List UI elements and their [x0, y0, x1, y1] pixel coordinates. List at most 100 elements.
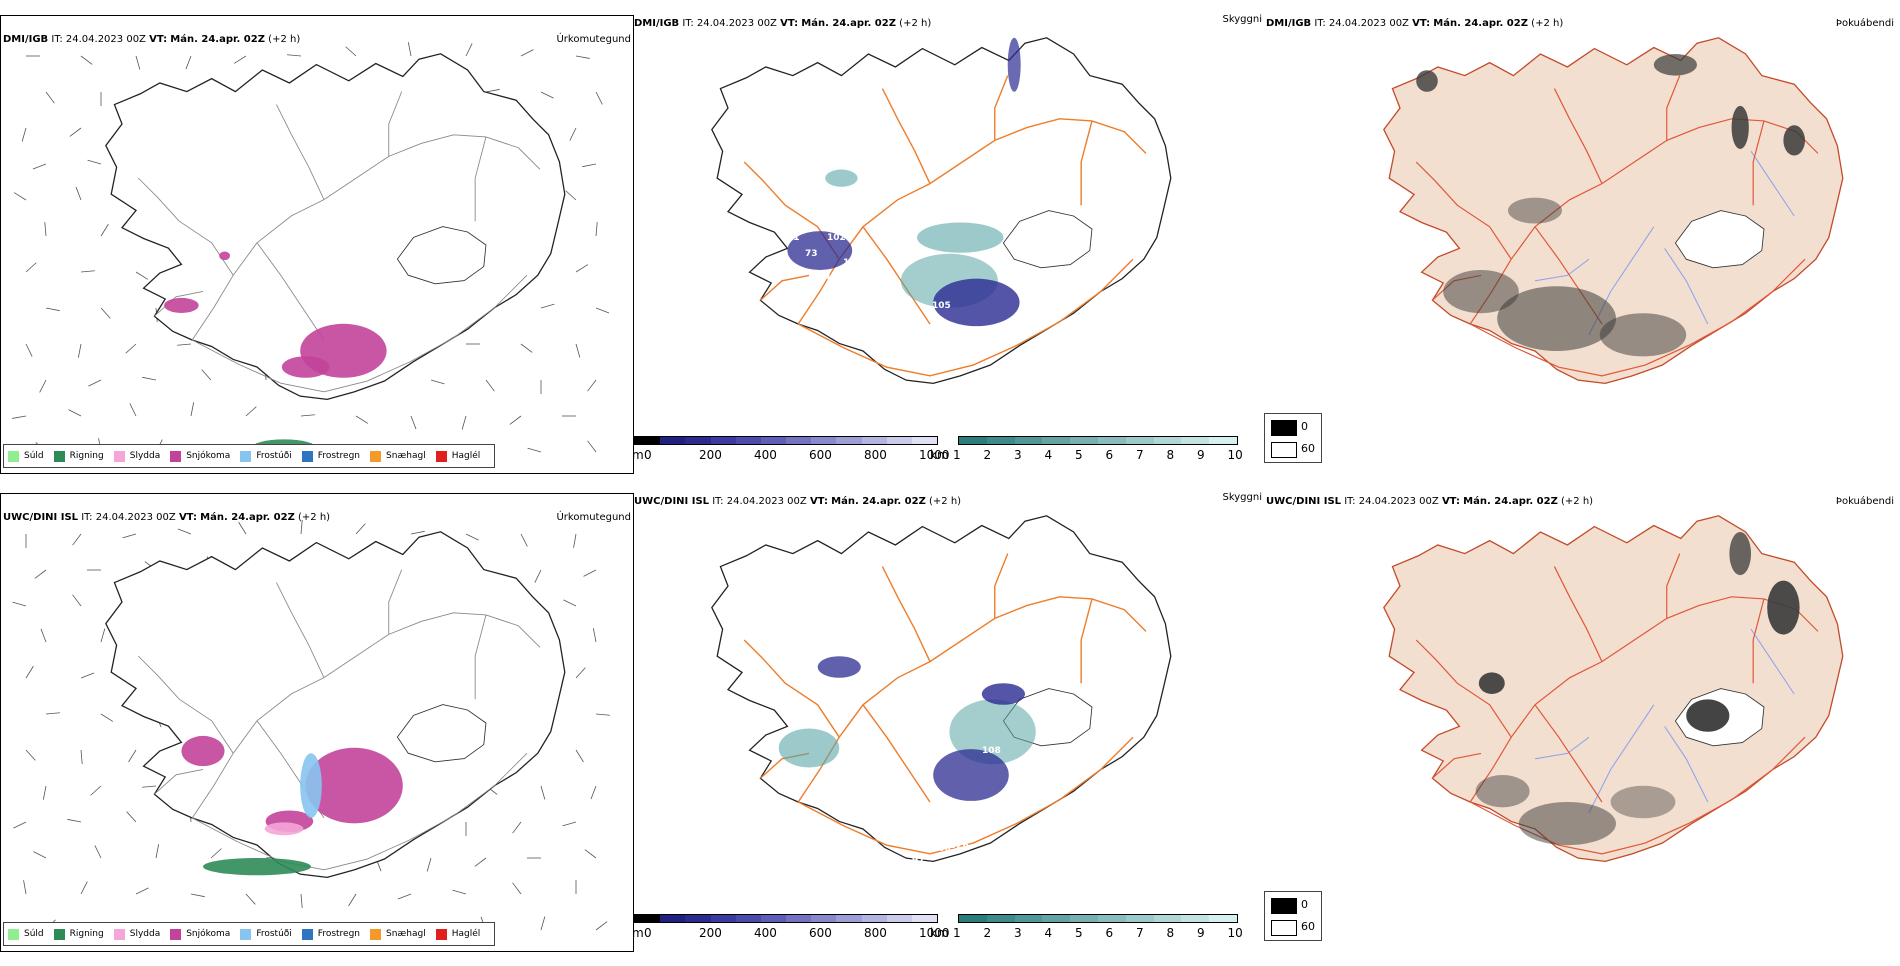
colorbar-tick: 600 — [809, 926, 832, 940]
valid-time-label: VT: — [780, 18, 799, 29]
iceland-map — [711, 37, 1172, 385]
panel-header: UWC/DINI ISL IT: 24.04.2023 00Z VT: Mán.… — [3, 512, 330, 523]
wind-barb — [582, 163, 597, 168]
wind-barb — [33, 851, 47, 859]
wind-barb — [245, 893, 256, 905]
wind-barb — [90, 785, 102, 796]
wind-barb — [80, 749, 83, 764]
init-time-value: 24.04.2023 00Z — [1358, 496, 1439, 507]
valid-time-value: Mán. 24.apr. 02Z — [200, 512, 295, 523]
snow-area — [164, 297, 199, 313]
colorbar-tick: 200 — [699, 448, 722, 462]
wind-barb — [190, 893, 205, 898]
wind-barb — [592, 628, 597, 643]
wind-barb — [177, 343, 192, 346]
river — [1750, 628, 1795, 695]
visibility-value-label: 108 — [982, 746, 1001, 756]
model-name: UWC/DINI ISL — [634, 496, 710, 507]
init-time-label: IT: — [1344, 496, 1356, 507]
colorbar-tick: 800 — [864, 926, 887, 940]
visibility-colorbar-km: km 1 2 3 4 5 6 7 8 9 10 — [930, 914, 1243, 944]
wind-barb — [69, 127, 82, 137]
legend-label: Snjókoma — [186, 451, 231, 461]
colorbar-tick: 10 — [1227, 448, 1243, 462]
init-time-value: 24.04.2023 00Z — [95, 512, 176, 523]
visibility-value-label: 33 — [897, 348, 910, 358]
panel-title: Þokuábendi — [1835, 18, 1894, 29]
river — [1664, 726, 1709, 803]
wind-barb — [45, 91, 55, 104]
wind-barb — [565, 190, 577, 201]
wind-barb — [300, 520, 303, 535]
road — [994, 75, 1009, 141]
lead-time: (+2 h) — [929, 496, 962, 507]
wind-barb — [300, 414, 315, 417]
legend-swatch — [370, 450, 382, 462]
visibility-value-label: 300 — [932, 844, 951, 854]
colorbar-tick: 400 — [754, 448, 777, 462]
wind-barb — [534, 569, 542, 583]
visibility-value-label: 67 — [837, 781, 850, 791]
panel-header: UWC/DINI ISL IT: 24.04.2023 00Z VT: Mán.… — [634, 496, 961, 507]
lead-time: (+2 h) — [1531, 18, 1564, 29]
panel-header: DMI/IGB IT: 24.04.2023 00Z VT: Mán. 24.a… — [634, 18, 931, 29]
fog-area — [1767, 580, 1800, 635]
coastline — [105, 53, 566, 401]
vis-area — [917, 222, 1004, 253]
init-time-label: IT: — [712, 496, 724, 507]
colorbar-tick: 5 — [1075, 926, 1083, 940]
wind-barb — [80, 672, 95, 679]
road — [1415, 639, 1512, 738]
legend-swatch — [8, 928, 19, 940]
wind-barb — [45, 307, 60, 312]
panel-header: UWC/DINI ISL IT: 24.04.2023 00Z VT: Mán.… — [1266, 496, 1593, 507]
legend-swatch — [53, 450, 65, 462]
map-canvas — [1383, 37, 1844, 385]
panel-fog-index-uwc: UWC/DINI ISL IT: 24.04.2023 00Z VT: Mán.… — [1264, 478, 1896, 950]
river — [1534, 258, 1590, 282]
map-canvas — [1383, 515, 1844, 863]
wind-barb — [520, 533, 528, 547]
snow-area — [281, 356, 330, 378]
legend-swatch — [301, 928, 313, 940]
road — [1666, 75, 1681, 141]
colorbar-tick: 7 — [1136, 926, 1144, 940]
legend-item: Súld — [8, 450, 44, 462]
wind-barb — [12, 601, 27, 607]
colorbar-tick: 9 — [1197, 448, 1205, 462]
colorbar-tick: 5 — [1075, 448, 1083, 462]
wind-barb — [125, 343, 137, 354]
lead-time: (+2 h) — [298, 512, 331, 523]
fog-legend-label: 0 — [1301, 420, 1308, 433]
wind-barb — [348, 893, 357, 907]
wind-barb — [587, 440, 597, 453]
legend-item: Snæhagl — [370, 450, 426, 462]
colorbar-cells — [634, 914, 938, 923]
road — [743, 639, 840, 738]
road — [1469, 258, 1806, 377]
valid-time-label: VT: — [1441, 496, 1460, 507]
colorbar-tick: 1 — [953, 926, 961, 940]
wind-barb — [485, 88, 500, 93]
wind-barb — [595, 222, 598, 237]
fog-area — [1729, 532, 1751, 576]
model-name: DMI/IGB — [634, 18, 680, 29]
vis-area — [933, 749, 1009, 801]
wind-barb — [21, 127, 27, 142]
valid-time-value: Mán. 24.apr. 02Z — [801, 18, 896, 29]
glacier-outline — [396, 704, 487, 763]
fog-legend-label: 0 — [1301, 898, 1308, 911]
road — [276, 582, 325, 678]
wind-barb — [245, 406, 257, 417]
road — [137, 655, 234, 754]
panel-title: Skyggni — [1222, 14, 1262, 25]
legend-swatch — [435, 450, 447, 462]
legend-swatch — [370, 928, 382, 940]
wind-barb — [512, 821, 522, 834]
vis-area — [787, 231, 853, 270]
road — [1666, 553, 1681, 619]
vis-area — [981, 683, 1025, 705]
visibility-value-label: 105 — [932, 301, 951, 311]
wind-barb — [80, 55, 93, 65]
wind-barb — [77, 343, 82, 358]
